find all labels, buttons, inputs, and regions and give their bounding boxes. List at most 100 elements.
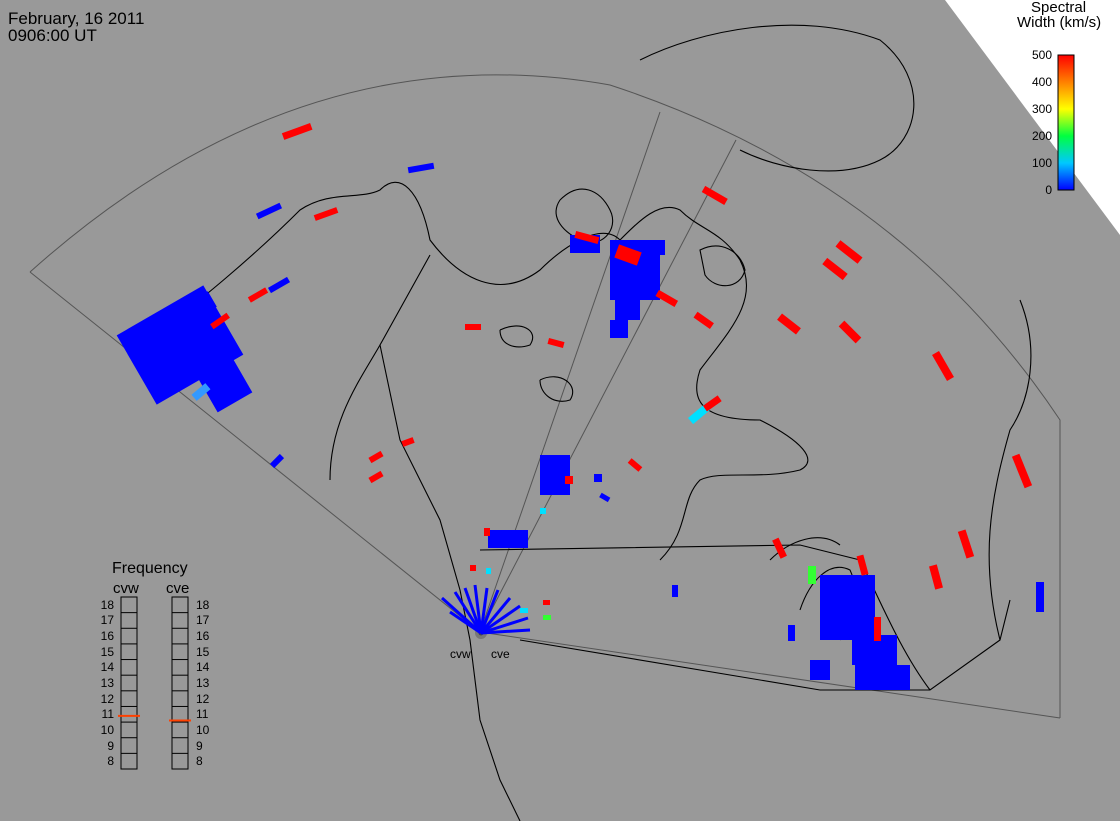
colorbar-tick-label: 300 xyxy=(1031,102,1052,116)
scatter-low-width xyxy=(116,162,1044,690)
scatter-cell xyxy=(197,357,253,413)
scatter-cell xyxy=(614,244,642,266)
frequency-scale-label: 13 xyxy=(196,676,210,690)
frequency-scale-label: 15 xyxy=(100,644,114,659)
fov-west-beam-edge xyxy=(479,111,661,633)
scatter-cell xyxy=(484,528,490,536)
scatter-cell xyxy=(777,313,801,335)
frequency-scale-label: 10 xyxy=(196,722,210,737)
frequency-scale-label: 9 xyxy=(107,738,114,753)
colorbar-title-line2: Width (km/s) xyxy=(1017,14,1102,31)
frequency-scale-label: 16 xyxy=(196,629,210,644)
scatter-cell xyxy=(772,537,787,559)
fov-east-edge xyxy=(479,631,1061,719)
frequency-scale-label: 8 xyxy=(196,754,203,769)
colorbar-tick-label: 500 xyxy=(1031,48,1052,62)
frequency-scale-label: 12 xyxy=(100,691,114,706)
scatter-cell xyxy=(957,529,975,559)
scatter-cell xyxy=(615,295,640,320)
scatter-cell xyxy=(574,230,600,244)
scatter-cell xyxy=(267,276,291,294)
scatter-cell xyxy=(929,564,943,590)
scatter-cell xyxy=(810,660,830,680)
scatter-cell xyxy=(627,458,643,472)
frequency-scale-label: 14 xyxy=(100,660,114,675)
frequency-scale-label: 9 xyxy=(196,738,203,753)
scatter-cell xyxy=(173,291,217,327)
cvw-frequency-column xyxy=(120,596,138,770)
scatter-cell xyxy=(480,628,531,635)
scatter-cell xyxy=(480,616,529,635)
scatter-cell xyxy=(565,476,573,484)
scatter-cell xyxy=(368,470,384,484)
scatter-cell xyxy=(247,287,269,303)
scatter-cell xyxy=(313,207,339,221)
fov-arc xyxy=(29,74,1061,718)
scatter-cell xyxy=(269,453,285,469)
scatter-cell xyxy=(449,610,482,635)
scatter-mid-width xyxy=(191,383,816,620)
scatter-cell xyxy=(255,202,283,220)
scatter-cell xyxy=(599,492,611,503)
scatter-cell xyxy=(547,338,565,348)
scatter-cell xyxy=(610,320,628,338)
scatter-cell xyxy=(594,474,602,482)
scatter-cell xyxy=(822,257,848,281)
colorbar-tick-label: 200 xyxy=(1031,129,1052,143)
near-range-fan xyxy=(440,584,531,635)
scatter-cell xyxy=(480,604,521,635)
frequency-right-label: cve xyxy=(166,580,190,597)
frequency-scale-label: 8 xyxy=(107,754,114,769)
scatter-cell xyxy=(693,311,714,330)
frequency-scale-label: 18 xyxy=(100,597,114,612)
scatter-cell xyxy=(543,615,551,620)
scatter-cell xyxy=(645,240,665,255)
frequency-scale-label: 17 xyxy=(196,613,210,628)
scatter-cell xyxy=(488,530,528,548)
frequency-scale-label: 10 xyxy=(100,722,114,737)
scatter-high-width xyxy=(210,123,1033,641)
scatter-cell xyxy=(191,383,211,401)
fov-east-beam-edge xyxy=(479,139,737,633)
colorbar-title-line1: Spectral xyxy=(1031,0,1087,16)
scatter-cell xyxy=(835,240,863,264)
frequency-scale-label: 14 xyxy=(196,660,210,675)
frequency-left-label: cvw xyxy=(113,580,139,597)
scatter-cell xyxy=(838,320,862,344)
scatter-cell xyxy=(820,575,875,640)
scatter-cell xyxy=(856,554,869,576)
scatter-cell xyxy=(808,566,816,584)
scatter-cell xyxy=(401,437,415,447)
scatter-cell xyxy=(465,324,481,330)
scatter-cell xyxy=(688,403,710,425)
colorbar-tick-label: 0 xyxy=(1045,183,1052,197)
scatter-cell xyxy=(855,665,910,690)
colorbar-tick-label: 400 xyxy=(1031,75,1052,89)
scatter-cell xyxy=(655,289,679,307)
scatter-cell xyxy=(479,597,512,634)
frequency-scale-label: 12 xyxy=(196,691,210,706)
scatter-cell xyxy=(540,508,546,514)
time-label: 0906:00 UT xyxy=(8,26,97,45)
scatter-cell xyxy=(463,587,483,634)
fov-west-edge xyxy=(29,271,481,633)
scatter-cell xyxy=(473,584,483,634)
frequency-title: Frequency xyxy=(112,560,188,577)
scatter-cell xyxy=(479,589,500,634)
scatter-cell xyxy=(1011,453,1033,489)
cve-frequency-column xyxy=(171,596,189,770)
frequency-scale-label: 16 xyxy=(100,629,114,644)
radar-east-label: cve xyxy=(491,647,510,661)
fov-outlines xyxy=(29,74,1061,719)
scatter-cell xyxy=(874,617,881,641)
scatter-cell xyxy=(932,351,954,381)
scatter-cell xyxy=(210,312,230,330)
scatter-cell xyxy=(520,608,528,613)
scatter-cell xyxy=(540,455,570,495)
scatter-cell xyxy=(470,565,476,571)
scatter-cell xyxy=(368,450,384,464)
off-map-corner xyxy=(945,0,1120,235)
colorbar-tick-label: 100 xyxy=(1031,156,1052,170)
